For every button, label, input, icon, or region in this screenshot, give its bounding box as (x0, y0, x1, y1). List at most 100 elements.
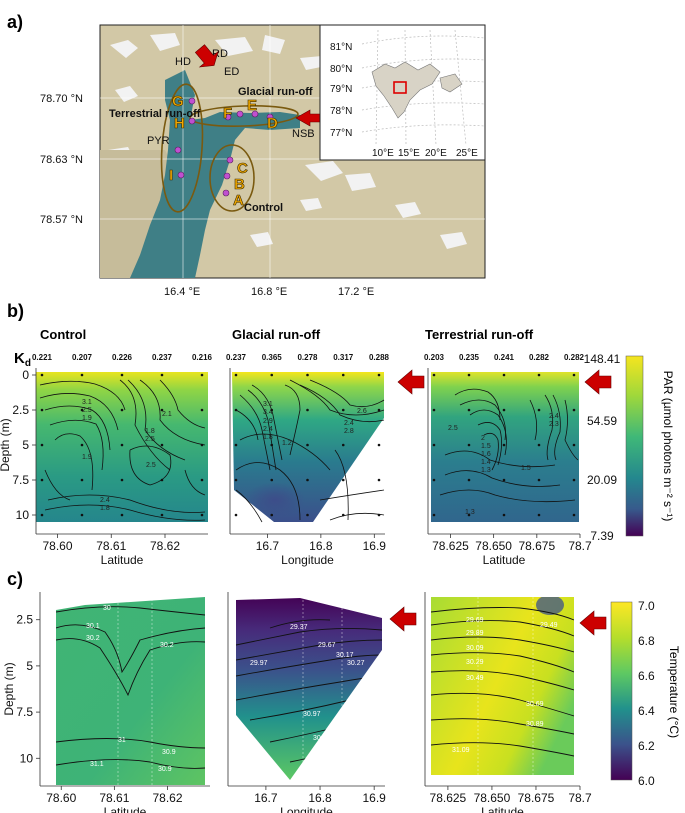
sampling-point (40, 513, 44, 517)
y-axis-label: Depth (m) (2, 662, 16, 715)
temp-terrestrial-contour-labels: 29.69 29.89 30.09 30.29 30.49 29.49 30.6… (452, 617, 558, 754)
svg-text:2: 2 (481, 435, 485, 442)
sampling-point (234, 478, 238, 482)
inset-lon-15: 15°E (398, 148, 420, 159)
svg-text:30.69: 30.69 (526, 701, 544, 708)
svg-text:2.5: 2.5 (145, 436, 155, 443)
par-terrestrial-plot: 2.5 2 1.5 1.6 1.4 1.3 1.3 2.4 2.3 1.5 (431, 372, 579, 522)
par-glacial-field (232, 372, 384, 522)
svg-text:30.09: 30.09 (466, 645, 484, 652)
x-axis-label: Longitude (280, 805, 333, 813)
sampling-point (537, 443, 541, 447)
svg-text:31: 31 (118, 737, 126, 744)
sampling-point (341, 513, 345, 517)
temp-arrow-terrestrial (579, 610, 607, 636)
sampling-point (200, 478, 204, 482)
svg-text:2.4: 2.4 (344, 420, 354, 427)
x-tick-label: 78.675 (518, 539, 555, 553)
svg-text:2.5: 2.5 (146, 462, 156, 469)
temp-arrow-glacial (389, 606, 417, 632)
sampling-point (120, 478, 124, 482)
temp-colorbar-tick: 6.0 (638, 774, 655, 788)
sampling-point (377, 513, 381, 517)
sampling-point (341, 443, 345, 447)
x-tick-label: 78.62 (152, 791, 182, 805)
par-control-plot: 3.1 2.5 1.9 2.1 1.8 2.5 1.9 2.5 2.4 1.8 (36, 372, 208, 522)
svg-text:29.67: 29.67 (318, 642, 336, 649)
sampling-point (306, 373, 309, 377)
map-axis-ticks: 78.70 °N 78.63 °N 78.57 °N 16.4 °E 16.8 … (40, 93, 374, 298)
svg-text:1.8: 1.8 (100, 505, 110, 512)
x-tick-label: 78.675 (518, 791, 555, 805)
kd-value: 0.241 (494, 353, 515, 362)
sampling-point (80, 478, 84, 482)
svg-text:2.1: 2.1 (162, 411, 172, 418)
sampling-point (40, 443, 44, 447)
temp-terrestrial-contours (431, 607, 574, 757)
svg-text:29.37: 29.37 (290, 624, 308, 631)
x-axis-label: Latitude (483, 553, 526, 567)
temp-colorbar-tick: 6.6 (638, 669, 655, 683)
sampling-point (502, 513, 506, 517)
temp-colorbar-tick: 6.4 (638, 704, 655, 718)
x-tick-label: 78.650 (474, 791, 511, 805)
sampling-point (377, 373, 381, 377)
temp-colorbar-label: Temperature (°C) (667, 646, 681, 738)
svg-text:30.49: 30.49 (466, 675, 484, 682)
x-tick-label: 16.8 (308, 791, 332, 805)
svg-text:2.9: 2.9 (263, 418, 273, 425)
sampling-point (432, 408, 436, 412)
par-terrestrial-contour-labels: 2.5 2 1.5 1.6 1.4 1.3 1.3 2.4 2.3 1.5 (448, 413, 559, 516)
sampling-point (80, 373, 84, 377)
svg-text:2.4: 2.4 (549, 413, 559, 420)
svg-text:1.9: 1.9 (82, 415, 92, 422)
sampling-point (537, 373, 541, 377)
svg-text:2.4: 2.4 (263, 426, 273, 433)
chart-title-control: Control (40, 327, 86, 342)
kd-value: 0.226 (112, 353, 133, 362)
sampling-point (160, 408, 164, 412)
svg-text:2.5: 2.5 (82, 407, 92, 414)
svg-text:30.27: 30.27 (347, 660, 365, 667)
svg-text:1.5: 1.5 (481, 443, 491, 450)
svg-text:30.1: 30.1 (86, 623, 100, 630)
group-label-terrestrial: Terrestrial run-off (109, 108, 201, 120)
y-tick-label: 10 (20, 751, 34, 765)
temp-glacial-plot: 29.37 29.67 29.97 30.17 30.27 30.97 30.8… (236, 598, 382, 780)
group-label-glacial: Glacial run-off (238, 86, 313, 98)
temp-glacial-field (236, 598, 382, 780)
sampling-point (40, 478, 44, 482)
temp-colorbar-gradient (610, 601, 633, 781)
par-glacial-contours (235, 379, 385, 523)
sampling-point (270, 513, 274, 517)
temp-terrestrial-plot: 29.69 29.89 30.09 30.29 30.49 29.49 30.6… (431, 597, 574, 775)
station-label-e: E (247, 97, 257, 114)
y-tick-label: 5 (26, 659, 33, 673)
svg-text:30.17: 30.17 (336, 652, 354, 659)
kd-value: 0.237 (152, 353, 173, 362)
sampling-point (572, 443, 576, 447)
svg-text:31.09: 31.09 (452, 747, 470, 754)
kd-value: 0.288 (369, 353, 390, 362)
inset-lon-20: 20°E (425, 148, 447, 159)
par-control-contours (39, 379, 206, 521)
svg-text:29.89: 29.89 (466, 630, 484, 637)
sampling-point (80, 408, 84, 412)
x-tick-label: 78.7 (568, 791, 592, 805)
x-tick-label: 16.9 (363, 539, 387, 553)
temp-colorbar-tick: 6.2 (638, 739, 655, 753)
map-lat-tick-3: 78.57 °N (40, 214, 83, 226)
svg-text:1.3: 1.3 (465, 509, 475, 516)
par-terrestrial-contours (439, 388, 579, 503)
study-area-map: A B C D E F G H I HD RD ED PYR NSB Terre… (40, 24, 486, 298)
x-tick-label: 78.7 (568, 539, 592, 553)
par-panels: Control Glacial run-off Terrestrial run-… (14, 327, 612, 523)
map-fjord-water (130, 70, 300, 278)
x-axis-label: Latitude (101, 553, 144, 567)
temp-control-field (56, 597, 205, 785)
x-tick-label: 78.62 (150, 539, 180, 553)
par-terrestrial-field (431, 372, 579, 522)
map-arrow-hd (194, 44, 219, 68)
kd-value: 0.221 (32, 353, 53, 362)
y-tick-label: 2.5 (16, 613, 33, 627)
